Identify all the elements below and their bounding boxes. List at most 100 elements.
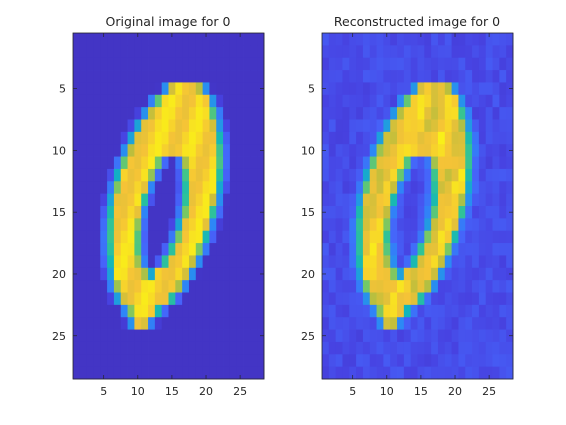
heatmap-cell xyxy=(161,156,169,170)
heatmap-cell xyxy=(100,131,108,145)
heatmap-cell xyxy=(182,366,190,380)
heatmap-cell xyxy=(335,317,343,330)
heatmap-cell xyxy=(472,156,480,170)
heatmap-cell xyxy=(168,218,176,232)
heatmap-cell xyxy=(417,33,425,46)
heatmap-cell xyxy=(424,156,432,170)
heatmap-cell xyxy=(492,354,500,368)
heatmap-cell xyxy=(168,33,176,46)
heatmap-cell xyxy=(188,280,197,293)
heatmap-cell xyxy=(362,354,371,368)
heatmap-cell xyxy=(458,193,466,207)
heatmap-cell xyxy=(437,131,446,145)
heatmap-cell xyxy=(328,255,337,269)
heatmap-cell xyxy=(223,230,231,244)
heatmap-cell xyxy=(362,168,371,182)
heatmap-cell xyxy=(216,329,224,343)
heatmap-cell xyxy=(202,57,210,71)
heatmap-cell xyxy=(465,70,473,83)
heatmap-cell xyxy=(161,82,169,96)
heatmap-cell xyxy=(328,168,337,182)
heatmap-cell xyxy=(175,354,183,368)
heatmap-cell xyxy=(107,292,115,306)
heatmap-cell xyxy=(250,144,258,157)
heatmap-cell xyxy=(499,193,507,207)
heatmap-cell xyxy=(369,119,377,133)
heatmap-cell xyxy=(403,341,412,355)
heatmap-cell xyxy=(472,317,480,330)
heatmap-cell xyxy=(362,181,371,195)
heatmap-cell xyxy=(175,33,183,46)
heatmap-cell xyxy=(188,267,197,281)
heatmap-cell xyxy=(424,280,432,293)
heatmap-cell xyxy=(328,354,337,368)
heatmap-cell xyxy=(93,82,101,96)
heatmap-cell xyxy=(376,329,384,343)
heatmap-cell xyxy=(202,243,210,256)
heatmap-cell xyxy=(209,119,217,133)
heatmap-cell xyxy=(127,218,135,232)
heatmap-cell xyxy=(175,218,183,232)
heatmap-cell xyxy=(424,119,432,133)
heatmap-cell xyxy=(161,107,169,120)
heatmap-cell xyxy=(369,218,377,232)
heatmap-cell xyxy=(342,45,350,59)
heatmap-cell xyxy=(335,341,343,355)
heatmap-cell xyxy=(250,255,258,269)
heatmap-cell xyxy=(328,193,337,207)
heatmap-cell xyxy=(148,82,156,96)
heatmap-cell xyxy=(100,33,108,46)
heatmap-cell xyxy=(250,267,258,281)
heatmap-cell xyxy=(322,317,330,330)
heatmap-cell xyxy=(458,94,466,108)
heatmap-cell xyxy=(369,156,377,170)
heatmap-cell xyxy=(458,181,466,195)
heatmap-cell xyxy=(390,119,398,133)
heatmap-cell xyxy=(223,193,231,207)
heatmap-cell xyxy=(86,131,94,145)
heatmap-cell xyxy=(93,45,101,59)
heatmap-cell xyxy=(499,218,507,232)
heatmap-cell xyxy=(356,317,364,330)
heatmap-cell xyxy=(362,341,371,355)
heatmap-cell xyxy=(403,156,412,170)
heatmap-cell xyxy=(148,131,156,145)
heatmap-cell xyxy=(431,131,439,145)
heatmap-cell xyxy=(485,193,493,207)
heatmap-cell xyxy=(417,206,425,219)
heatmap-cell xyxy=(154,131,163,145)
heatmap-cell xyxy=(376,119,384,133)
heatmap-cell xyxy=(478,366,487,380)
heatmap-cell xyxy=(322,70,330,83)
heatmap-cell xyxy=(209,230,217,244)
heatmap-cell xyxy=(376,57,384,71)
heatmap-cell xyxy=(369,243,377,256)
heatmap-cell xyxy=(376,156,384,170)
heatmap-cell xyxy=(236,304,244,318)
heatmap-cell xyxy=(465,82,473,96)
heatmap-cell xyxy=(444,317,453,330)
heatmap-cell xyxy=(410,144,418,157)
heatmap-cell xyxy=(86,243,94,256)
heatmap-cell xyxy=(175,131,183,145)
heatmap-cell xyxy=(195,156,204,170)
heatmap-cell xyxy=(243,45,251,59)
heatmap-cell xyxy=(73,168,81,182)
heatmap-cell xyxy=(141,255,149,269)
heatmap-cell xyxy=(499,317,507,330)
heatmap-cell xyxy=(209,292,217,306)
heatmap-cell xyxy=(485,33,493,46)
heatmap-cell xyxy=(113,33,122,46)
heatmap-cell xyxy=(257,366,265,380)
heatmap-cell xyxy=(195,280,204,293)
heatmap-cell xyxy=(451,366,459,380)
heatmap-cell xyxy=(93,230,101,244)
heatmap-cell xyxy=(465,119,473,133)
heatmap-cell xyxy=(107,230,115,244)
heatmap-cell xyxy=(127,107,135,120)
heatmap-cell xyxy=(362,131,371,145)
heatmap-cell xyxy=(424,70,432,83)
heatmap-cell xyxy=(120,292,128,306)
heatmap-cell xyxy=(485,168,493,182)
heatmap-cell xyxy=(376,255,384,269)
